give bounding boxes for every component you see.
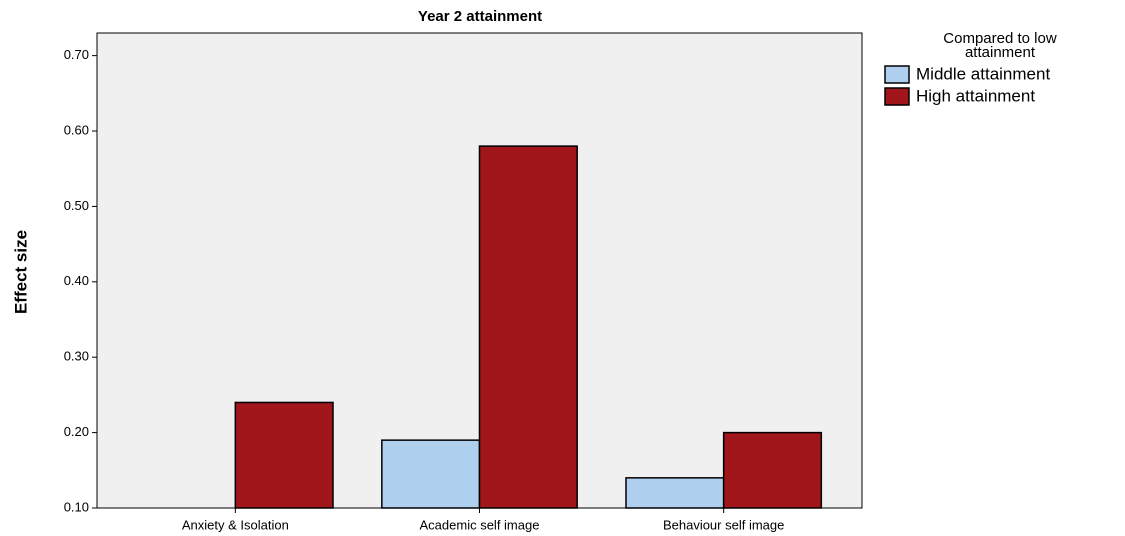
chart-title: Year 2 attainment: [418, 8, 542, 25]
y-tick-label: 0.20: [64, 424, 89, 439]
x-tick-label: Academic self image: [420, 517, 540, 532]
legend-label: Middle attainment: [916, 64, 1050, 83]
y-tick-label: 0.30: [64, 349, 89, 364]
y-tick-label: 0.10: [64, 499, 89, 514]
bar: [381, 439, 481, 509]
y-axis-label: Effect size: [11, 230, 30, 314]
bar: [722, 431, 823, 509]
bar: [625, 477, 725, 509]
y-tick-label: 0.40: [64, 273, 89, 288]
legend-label: High attainment: [916, 86, 1035, 105]
y-tick-label: 0.60: [64, 122, 89, 137]
x-tick-label: Behaviour self image: [663, 517, 784, 532]
y-tick-label: 0.50: [64, 198, 89, 213]
bar: [234, 401, 334, 509]
x-tick-label: Anxiety & Isolation: [182, 517, 289, 532]
legend-title: Compared to low attainment: [943, 30, 1057, 61]
legend-swatch: [884, 65, 910, 84]
bar: [478, 145, 578, 509]
y-tick-label: 0.70: [64, 47, 89, 62]
legend-swatch: [884, 87, 910, 106]
